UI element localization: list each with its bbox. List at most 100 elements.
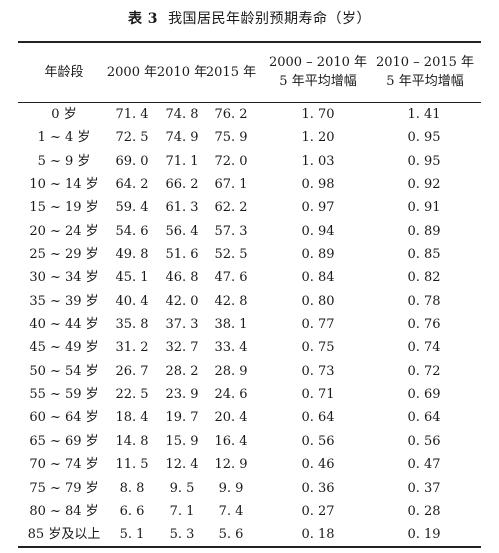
cell-increase-2010-2015: 0. 91 bbox=[407, 200, 441, 216]
header-increase-2000-2010-line2: 5 年平均增幅 bbox=[279, 74, 357, 89]
table-number: 表 3 bbox=[127, 11, 159, 27]
cell-life-expectancy-2015: 47. 6 bbox=[214, 270, 248, 286]
cell-life-expectancy-2010: 71. 1 bbox=[165, 153, 199, 169]
header-2015-label: 2015 年 bbox=[205, 64, 257, 80]
header-age-label: 年龄段 bbox=[44, 64, 84, 80]
cell-life-expectancy-2015: 20. 4 bbox=[214, 410, 248, 426]
table-row: 50 ~ 54 岁 26. 7 28. 2 28. 9 0. 73 0. 72 bbox=[0, 360, 499, 383]
cell-life-expectancy-2015: 42. 8 bbox=[214, 293, 248, 309]
cell-age-group: 25 ~ 29 岁 bbox=[29, 247, 99, 263]
cell-age-group: 50 ~ 54 岁 bbox=[29, 363, 99, 379]
table-header-rule bbox=[18, 102, 481, 103]
cell-increase-2010-2015: 0. 95 bbox=[407, 153, 441, 169]
cell-life-expectancy-2000: 45. 1 bbox=[115, 270, 149, 286]
cell-life-expectancy-2015: 72. 0 bbox=[214, 153, 248, 169]
cell-life-expectancy-2015: 67. 1 bbox=[214, 177, 248, 193]
cell-age-group: 55 ~ 59 岁 bbox=[29, 387, 99, 403]
cell-increase-2000-2010: 0. 18 bbox=[301, 527, 335, 543]
cell-life-expectancy-2010: 23. 9 bbox=[165, 387, 199, 403]
cell-life-expectancy-2010: 56. 4 bbox=[165, 223, 199, 239]
cell-life-expectancy-2015: 16. 4 bbox=[214, 433, 248, 449]
header-increase-2000-2010-line1: 2000 – 2010 年 bbox=[268, 55, 368, 70]
table-caption: 表 3 我国居民年龄别预期寿命（岁） bbox=[0, 8, 499, 30]
cell-life-expectancy-2000: 59. 4 bbox=[115, 200, 149, 216]
cell-increase-2010-2015: 0. 95 bbox=[407, 130, 441, 146]
cell-increase-2000-2010: 0. 36 bbox=[301, 480, 335, 496]
header-increase-2010-2015-line1: 2010 – 2015 年 bbox=[375, 55, 475, 70]
cell-life-expectancy-2010: 7. 1 bbox=[169, 503, 195, 519]
cell-life-expectancy-2015: 57. 3 bbox=[214, 223, 248, 239]
cell-age-group: 30 ~ 34 岁 bbox=[29, 270, 99, 286]
cell-life-expectancy-2010: 66. 2 bbox=[165, 177, 199, 193]
table-row: 15 ~ 19 岁 59. 4 61. 3 62. 2 0. 97 0. 91 bbox=[0, 196, 499, 219]
header-2000: 2000 年 bbox=[107, 42, 157, 102]
cell-life-expectancy-2010: 42. 0 bbox=[165, 293, 199, 309]
cell-life-expectancy-2015: 38. 1 bbox=[214, 317, 248, 333]
cell-life-expectancy-2010: 74. 8 bbox=[165, 107, 199, 122]
table-body: 0 岁 71. 4 74. 8 76. 2 1. 70 1. 41 1 ~ 4 岁 72. 5… bbox=[0, 103, 499, 547]
cell-life-expectancy-2000: 69. 0 bbox=[115, 153, 149, 169]
cell-increase-2010-2015: 0. 47 bbox=[407, 457, 441, 473]
cell-age-group: 15 ~ 19 岁 bbox=[29, 200, 99, 216]
table-row: 55 ~ 59 岁 22. 5 23. 9 24. 6 0. 71 0. 69 bbox=[0, 383, 499, 406]
cell-increase-2010-2015: 0. 89 bbox=[407, 223, 441, 239]
header-2015: 2015 年 bbox=[206, 42, 256, 102]
cell-life-expectancy-2015: 52. 5 bbox=[214, 247, 248, 263]
cell-life-expectancy-2010: 9. 5 bbox=[169, 480, 195, 496]
table-row: 5 ~ 9 岁 69. 0 71. 1 72. 0 1. 03 0. 95 bbox=[0, 150, 499, 173]
cell-life-expectancy-2010: 61. 3 bbox=[165, 200, 199, 216]
cell-increase-2010-2015: 0. 19 bbox=[407, 527, 441, 543]
cell-increase-2000-2010: 0. 27 bbox=[301, 503, 335, 519]
cell-age-group: 20 ~ 24 岁 bbox=[29, 223, 99, 239]
table-row: 10 ~ 14 岁 64. 2 66. 2 67. 1 0. 98 0. 92 bbox=[0, 173, 499, 196]
table-row: 40 ~ 44 岁 35. 8 37. 3 38. 1 0. 77 0. 76 bbox=[0, 313, 499, 336]
header-2000-label: 2000 年 bbox=[106, 64, 158, 80]
cell-age-group: 1 ~ 4 岁 bbox=[37, 130, 91, 146]
cell-life-expectancy-2000: 6. 6 bbox=[119, 503, 145, 519]
header-age: 年龄段 bbox=[20, 42, 108, 102]
cell-life-expectancy-2010: 51. 6 bbox=[165, 247, 199, 263]
cell-increase-2000-2010: 1. 20 bbox=[301, 130, 335, 146]
cell-life-expectancy-2000: 35. 8 bbox=[115, 317, 149, 333]
cell-life-expectancy-2000: 14. 8 bbox=[115, 433, 149, 449]
cell-life-expectancy-2000: 72. 5 bbox=[115, 130, 149, 146]
cell-life-expectancy-2000: 49. 8 bbox=[115, 247, 149, 263]
cell-age-group: 10 ~ 14 岁 bbox=[29, 177, 99, 193]
table-title: 我国居民年龄别预期寿命（岁） bbox=[168, 11, 372, 27]
cell-life-expectancy-2015: 75. 9 bbox=[214, 130, 248, 146]
cell-increase-2000-2010: 0. 71 bbox=[301, 387, 335, 403]
cell-increase-2000-2010: 1. 70 bbox=[301, 107, 335, 122]
table-row: 60 ~ 64 岁 18. 4 19. 7 20. 4 0. 64 0. 64 bbox=[0, 406, 499, 429]
table-row: 0 岁 71. 4 74. 8 76. 2 1. 70 1. 41 bbox=[0, 103, 499, 126]
cell-increase-2000-2010: 0. 77 bbox=[301, 317, 335, 333]
table-row: 85 岁及以上 5. 1 5. 3 5. 6 0. 18 0. 19 bbox=[0, 523, 499, 546]
cell-life-expectancy-2015: 9. 9 bbox=[218, 480, 244, 496]
cell-life-expectancy-2000: 71. 4 bbox=[115, 107, 149, 122]
cell-life-expectancy-2010: 74. 9 bbox=[165, 130, 199, 146]
cell-increase-2010-2015: 1. 41 bbox=[407, 107, 441, 122]
cell-life-expectancy-2000: 8. 8 bbox=[119, 480, 145, 496]
cell-age-group: 45 ~ 49 岁 bbox=[29, 340, 99, 356]
header-increase-2010-2015: 2010 – 2015 年 5 年平均增幅 bbox=[371, 42, 479, 102]
table-row: 30 ~ 34 岁 45. 1 46. 8 47. 6 0. 84 0. 82 bbox=[0, 266, 499, 289]
cell-life-expectancy-2010: 5. 3 bbox=[169, 527, 195, 543]
table-top-rule bbox=[18, 41, 481, 43]
cell-increase-2010-2015: 0. 85 bbox=[407, 247, 441, 263]
cell-life-expectancy-2015: 24. 6 bbox=[214, 387, 248, 403]
cell-increase-2000-2010: 0. 80 bbox=[301, 293, 335, 309]
cell-age-group: 70 ~ 74 岁 bbox=[29, 457, 99, 473]
header-increase-2000-2010: 2000 – 2010 年 5 年平均增幅 bbox=[265, 42, 371, 102]
table-row: 45 ~ 49 岁 31. 2 32. 7 33. 4 0. 75 0. 74 bbox=[0, 336, 499, 359]
cell-life-expectancy-2000: 54. 6 bbox=[115, 223, 149, 239]
table-row: 35 ~ 39 岁 40. 4 42. 0 42. 8 0. 80 0. 78 bbox=[0, 290, 499, 313]
cell-increase-2010-2015: 0. 76 bbox=[407, 317, 441, 333]
cell-life-expectancy-2010: 37. 3 bbox=[165, 317, 199, 333]
cell-age-group: 75 ~ 79 岁 bbox=[29, 480, 99, 496]
cell-life-expectancy-2000: 40. 4 bbox=[115, 293, 149, 309]
cell-increase-2000-2010: 1. 03 bbox=[301, 153, 335, 169]
cell-life-expectancy-2015: 28. 9 bbox=[214, 363, 248, 379]
table-row: 1 ~ 4 岁 72. 5 74. 9 75. 9 1. 20 0. 95 bbox=[0, 126, 499, 149]
cell-increase-2000-2010: 0. 46 bbox=[301, 457, 335, 473]
cell-increase-2010-2015: 0. 78 bbox=[407, 293, 441, 309]
